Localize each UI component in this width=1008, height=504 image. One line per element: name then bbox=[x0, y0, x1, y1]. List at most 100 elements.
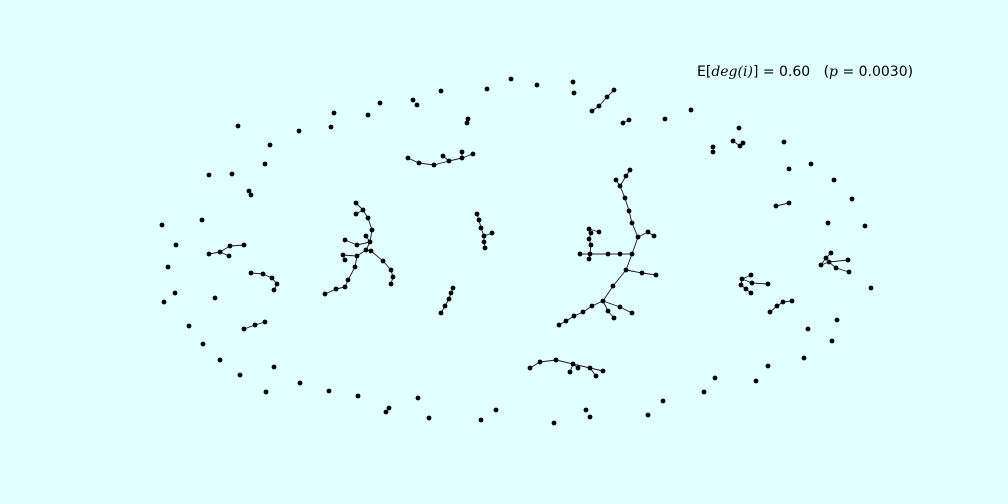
graph-node bbox=[470, 151, 476, 157]
graph-node bbox=[645, 229, 651, 235]
graph-node bbox=[577, 251, 583, 257]
graph-node bbox=[730, 138, 736, 144]
graph-node bbox=[629, 310, 635, 316]
graph-node bbox=[342, 284, 348, 290]
graph-node bbox=[773, 203, 779, 209]
graph-node bbox=[410, 97, 416, 103]
graph-edge bbox=[602, 300, 621, 308]
graph-node bbox=[662, 116, 668, 122]
graph-node bbox=[645, 412, 651, 418]
graph-node bbox=[241, 326, 247, 332]
graph-node bbox=[740, 140, 746, 146]
graph-node bbox=[227, 243, 233, 249]
graph-node bbox=[600, 368, 606, 374]
graph-node bbox=[262, 319, 268, 325]
graph-node bbox=[617, 183, 623, 189]
graph-node bbox=[801, 355, 807, 361]
graph-node bbox=[611, 315, 617, 321]
graph-node bbox=[368, 248, 374, 254]
graph-node bbox=[450, 285, 456, 291]
graph-node bbox=[263, 389, 269, 395]
graph-node bbox=[345, 277, 351, 283]
graph-node bbox=[626, 117, 632, 123]
graph-node bbox=[575, 365, 581, 371]
graph-node bbox=[596, 103, 602, 109]
graph-node bbox=[442, 303, 448, 309]
graph-node bbox=[353, 200, 359, 206]
graph-node bbox=[710, 144, 716, 150]
graph-node bbox=[446, 296, 452, 302]
graph-edge bbox=[625, 269, 643, 274]
caption-lhs-prefix: E[ bbox=[697, 64, 712, 80]
graph-node bbox=[833, 265, 839, 271]
graph-node bbox=[623, 267, 629, 273]
graph-node bbox=[748, 290, 754, 296]
graph-node bbox=[354, 242, 360, 248]
graph-node bbox=[553, 357, 559, 363]
graph-node bbox=[161, 299, 167, 305]
graph-node bbox=[481, 239, 487, 245]
graph-node bbox=[229, 171, 235, 177]
graph-node bbox=[369, 227, 375, 233]
graph-node bbox=[786, 200, 792, 206]
graph-node bbox=[620, 120, 626, 126]
graph-node bbox=[476, 217, 482, 223]
graph-node bbox=[534, 82, 540, 88]
graph-node bbox=[271, 364, 277, 370]
graph-node bbox=[651, 233, 657, 239]
graph-node bbox=[296, 128, 302, 134]
graph-node bbox=[587, 365, 593, 371]
graph-node bbox=[269, 275, 275, 281]
graph-node bbox=[342, 237, 348, 243]
graph-edge bbox=[572, 363, 591, 369]
graph-node bbox=[212, 295, 218, 301]
graph-node bbox=[416, 160, 422, 166]
graph-node bbox=[587, 414, 593, 420]
graph-node bbox=[786, 166, 792, 172]
graph-node bbox=[365, 112, 371, 118]
graph-node bbox=[627, 167, 633, 173]
graph-node bbox=[617, 251, 623, 257]
graph-node bbox=[186, 323, 192, 329]
graph-node bbox=[260, 271, 266, 277]
graph-node bbox=[622, 195, 628, 201]
graph-node bbox=[834, 317, 840, 323]
graph-node bbox=[774, 303, 780, 309]
graph-node bbox=[604, 94, 610, 100]
graph-node bbox=[237, 372, 243, 378]
graph-node bbox=[588, 230, 594, 236]
graph-node bbox=[586, 256, 592, 262]
graph-node bbox=[482, 245, 488, 251]
graph-node bbox=[613, 177, 619, 183]
graph-node bbox=[611, 87, 617, 93]
graph-edge bbox=[612, 269, 627, 287]
graph-node bbox=[363, 247, 369, 253]
graph-edge bbox=[347, 266, 356, 281]
graph-node bbox=[537, 359, 543, 365]
graph-node bbox=[739, 276, 745, 282]
caption-param-value: = 0.0030) bbox=[838, 64, 914, 80]
graph-edge bbox=[433, 160, 450, 166]
graph-node bbox=[388, 281, 394, 287]
graph-node bbox=[508, 76, 514, 82]
graph-node bbox=[570, 79, 576, 85]
graph-node bbox=[527, 365, 533, 371]
graph-node bbox=[781, 139, 787, 145]
graph-node bbox=[831, 177, 837, 183]
graph-node bbox=[383, 409, 389, 415]
graph-node bbox=[340, 252, 346, 258]
graph-node bbox=[765, 363, 771, 369]
graph-node bbox=[440, 153, 446, 159]
graph-node bbox=[448, 290, 454, 296]
graph-edge bbox=[751, 282, 769, 285]
graph-node bbox=[748, 272, 754, 278]
graph-node bbox=[710, 149, 716, 155]
graph-node bbox=[380, 258, 386, 264]
graph-node bbox=[172, 290, 178, 296]
graph-node bbox=[206, 251, 212, 257]
graph-node bbox=[235, 123, 241, 129]
graph-node bbox=[571, 313, 577, 319]
